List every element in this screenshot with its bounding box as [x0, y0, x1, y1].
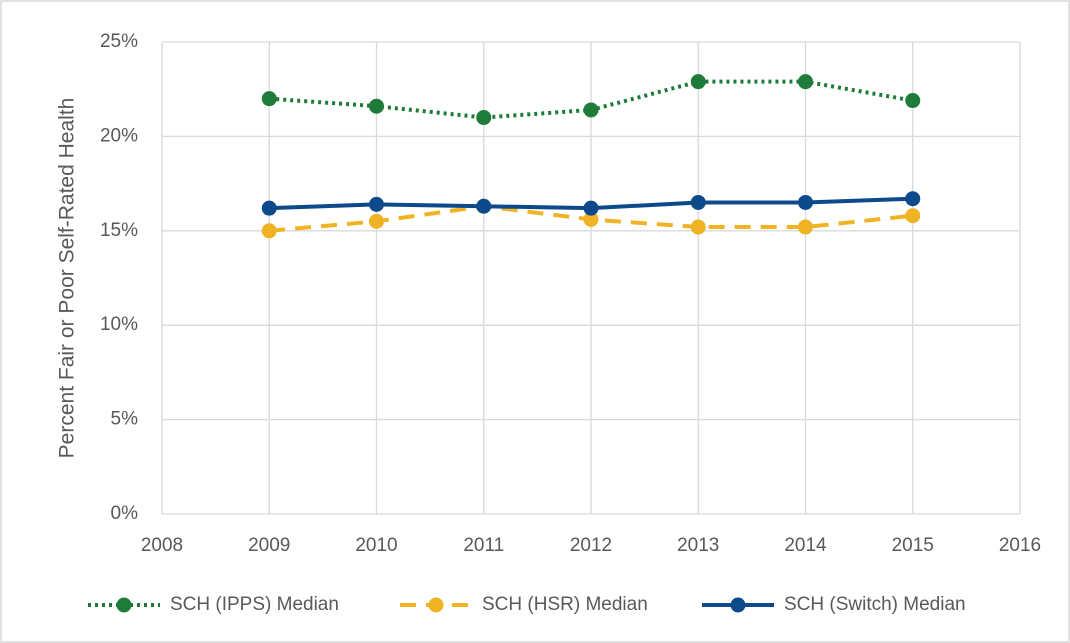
data-point [369, 196, 384, 212]
data-point [261, 200, 277, 216]
data-point [690, 74, 706, 90]
data-point [476, 198, 492, 214]
data-point [369, 213, 384, 229]
x-tick-label: 2015 [892, 535, 934, 556]
y-tick-label: 10% [100, 314, 138, 335]
data-point [476, 110, 492, 126]
data-point [798, 74, 813, 90]
y-tick-label: 20% [100, 125, 138, 146]
data-point [798, 219, 813, 235]
legend-label: SCH (IPPS) Median [170, 594, 339, 615]
data-point [905, 208, 921, 224]
legend-label: SCH (HSR) Median [482, 594, 648, 615]
y-tick-label: 15% [100, 220, 138, 241]
legend-label: SCH (Switch) Median [784, 594, 966, 615]
y-axis-label: Percent Fair or Poor Self-Rated Health [56, 98, 79, 459]
x-tick-label: 2009 [248, 535, 290, 556]
data-point [369, 98, 384, 114]
x-tick-label: 2012 [570, 535, 612, 556]
x-tick-label: 2010 [355, 535, 397, 556]
x-tick-label: 2016 [999, 535, 1041, 556]
x-tick-label: 2013 [677, 535, 719, 556]
data-point [583, 211, 599, 227]
data-point [690, 219, 706, 235]
data-point [905, 93, 921, 109]
data-point [261, 223, 277, 239]
data-point [690, 194, 706, 210]
data-point [261, 91, 277, 107]
data-point [583, 200, 599, 216]
x-tick-label: 2011 [463, 535, 504, 556]
y-tick-label: 5% [111, 409, 139, 430]
data-point [905, 191, 921, 207]
x-tick-label: 2008 [141, 535, 183, 556]
y-tick-label: 25% [100, 31, 138, 52]
data-point [583, 102, 599, 118]
legend-swatch-marker [116, 597, 132, 613]
legend-swatch-marker [428, 597, 444, 613]
data-point [798, 194, 813, 210]
legend-swatch-marker [730, 597, 746, 613]
x-tick-label: 2014 [784, 535, 827, 556]
y-tick-label: 0% [111, 503, 139, 524]
